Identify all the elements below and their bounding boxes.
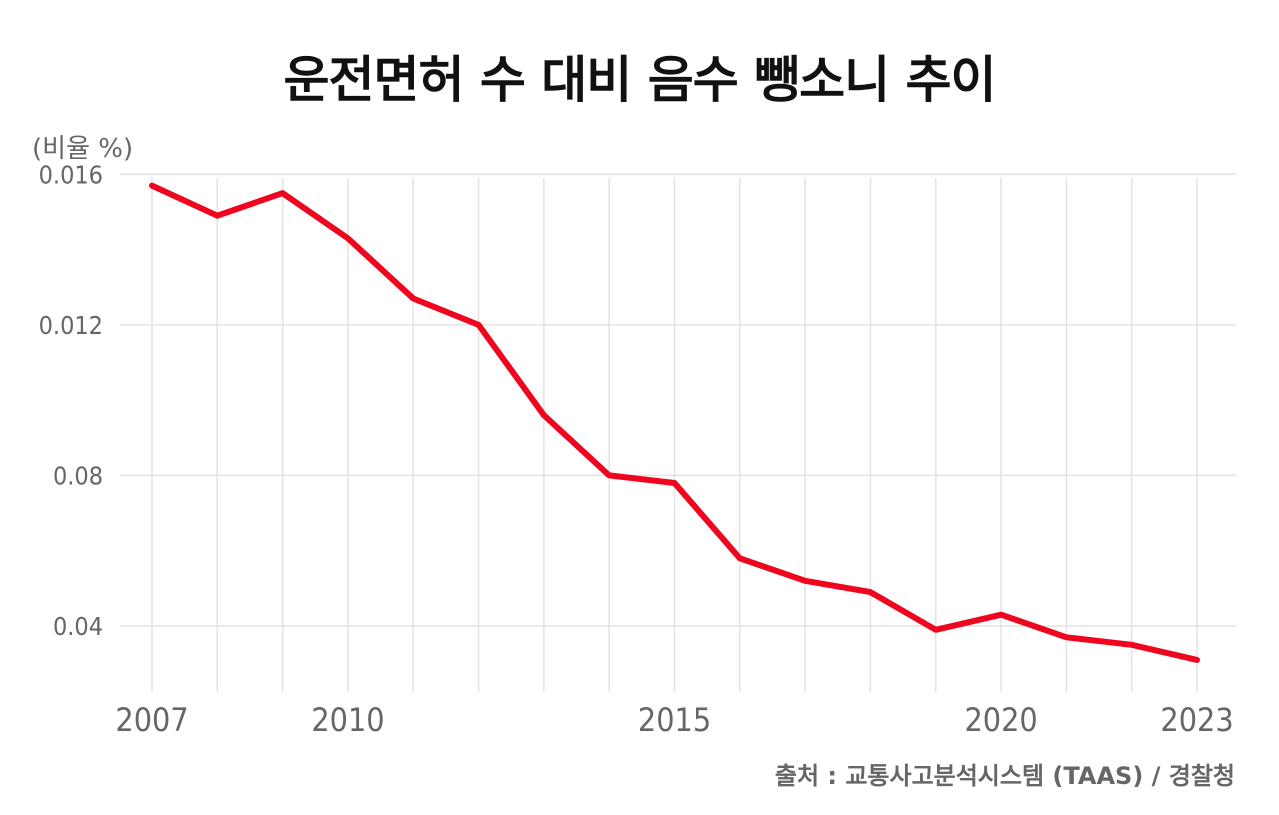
x-tick-label: 2007: [115, 701, 188, 739]
x-tick-label: 2020: [964, 701, 1037, 739]
series-line: [149, 182, 1200, 663]
vertical-gridlines: [151, 178, 1198, 692]
y-tick-label: 0.08: [53, 461, 103, 490]
x-tick-label: 2010: [311, 701, 384, 739]
source-note: 출처 : 교통사고분석시스템 (TAAS) / 경찰청: [774, 762, 1235, 790]
y-tick-label: 0.016: [39, 160, 103, 189]
x-tick-labels: 2007 2010 2015 2020 2023: [115, 701, 1233, 739]
x-tick-label: 2023: [1160, 701, 1233, 739]
y-tick-label: 0.012: [39, 311, 103, 340]
y-tick-label: 0.04: [53, 612, 103, 641]
horizontal-gridlines: [120, 173, 1236, 627]
x-tick-label: 2015: [638, 701, 711, 739]
y-axis-label: (비율 %): [32, 134, 134, 164]
chart-title: 운전면허 수 대비 음수 뺑소니 추이: [283, 51, 996, 109]
y-tick-labels: 0.016 0.012 0.08 0.04: [39, 160, 103, 641]
